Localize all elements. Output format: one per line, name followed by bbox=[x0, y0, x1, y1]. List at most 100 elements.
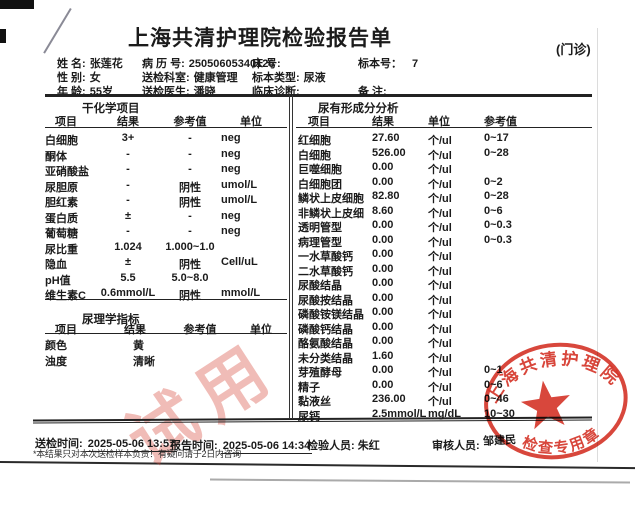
table-cell: 酮体 bbox=[45, 150, 67, 163]
table-divider-2 bbox=[292, 95, 294, 419]
table-row: 尿胆原 - 阴性 umol/L bbox=[45, 179, 287, 195]
tester-label: 检验人员: bbox=[307, 440, 355, 452]
table-cell: umol/L bbox=[221, 178, 258, 191]
table-cell: 尿酸按结晶 bbox=[298, 294, 353, 307]
table-row: 巨噬细胞 0.00 个/ul bbox=[298, 161, 590, 176]
urinology-header-rule bbox=[45, 333, 287, 334]
table-cell: 236.00 bbox=[372, 393, 406, 405]
table-cell: neg bbox=[221, 209, 241, 222]
table-cell: mg/dL bbox=[428, 407, 461, 420]
send-time-value: 2025-05-06 13:57 bbox=[85, 438, 178, 452]
stamp-border bbox=[484, 342, 628, 460]
table-cell bbox=[484, 277, 550, 292]
table-row: 红细胞 27.60 个/ul 0~17 bbox=[298, 132, 590, 147]
scan-crease-line bbox=[43, 8, 72, 54]
table-cell: 0.00 bbox=[372, 175, 394, 188]
table-cell: 0.00 bbox=[372, 378, 394, 391]
table-cell: 精子 bbox=[298, 381, 320, 394]
table-cell: - bbox=[188, 147, 192, 160]
table-cell: 个/ul bbox=[428, 178, 452, 191]
table-cell: - bbox=[188, 225, 192, 237]
col-header-reference: 参考值 bbox=[484, 116, 517, 128]
bed-no-label: 床 号: bbox=[252, 58, 281, 70]
table-cell: 0~28 bbox=[484, 146, 509, 159]
table-cell: pH值 bbox=[45, 274, 71, 287]
col-header-unit: 单位 bbox=[250, 324, 272, 336]
right-table-header-rule bbox=[296, 127, 592, 128]
reviewer-label-wrap: 审核人员: bbox=[432, 437, 480, 453]
table-cell: 个/ul bbox=[428, 323, 452, 336]
table-cell: 0.00 bbox=[372, 306, 394, 318]
patient-name-value: 张莲花 bbox=[89, 58, 123, 70]
table-cell: 个/ul bbox=[428, 222, 452, 234]
patient-gender-label: 性 别: bbox=[57, 72, 86, 84]
table-cell: 0~0.3 bbox=[484, 219, 512, 231]
table-cell: 黏液丝 bbox=[298, 396, 331, 408]
table-cell: 个/ul bbox=[428, 396, 452, 408]
reviewer-label: 审核人员: bbox=[432, 440, 480, 452]
table-cell: 尿比重 bbox=[45, 243, 78, 256]
table-cell: 个/ul bbox=[428, 135, 452, 147]
table-cell: 个/ul bbox=[428, 164, 452, 176]
table-cell: umol/L bbox=[221, 194, 258, 206]
table-row: pH值 5.5 5.0~8.0 bbox=[45, 272, 287, 288]
table-divider-1 bbox=[288, 95, 290, 419]
urinology-rows: 颜色 黄浊度 清晰 bbox=[45, 337, 287, 368]
sample-type-label: 标本类型: bbox=[252, 72, 300, 84]
table-cell bbox=[484, 263, 550, 278]
table-cell bbox=[263, 337, 287, 353]
table-cell bbox=[198, 353, 263, 369]
table-cell: 3+ bbox=[121, 132, 135, 144]
table-cell: 0.00 bbox=[372, 364, 394, 376]
table-cell: 红细胞 bbox=[298, 135, 331, 147]
table-row: 白细胞团 0.00 个/ul 0~2 bbox=[298, 176, 590, 191]
table-cell: 0.00 bbox=[372, 233, 394, 246]
table-cell bbox=[263, 353, 287, 369]
table-cell: 个/ul bbox=[428, 236, 452, 249]
table-row: 亚硝酸盐 - - neg bbox=[45, 163, 287, 179]
table-row: 浊度 清晰 bbox=[45, 353, 287, 369]
table-row: 尿酸按结晶 0.00 个/ul bbox=[298, 292, 590, 307]
table-cell: 1.000~1.0 bbox=[165, 240, 215, 253]
table-row: 鳞状上皮细胞 82.80 个/ul 0~28 bbox=[298, 190, 590, 205]
table-row: 隐血 ± 阴性 Cell/uL bbox=[45, 256, 287, 272]
table-cell: - bbox=[188, 163, 192, 175]
table-cell: 黄 bbox=[133, 340, 144, 352]
col-header-result: 结果 bbox=[117, 116, 139, 128]
table-row: 透明管型 0.00 个/ul 0~0.3 bbox=[298, 219, 590, 234]
report-time-label: 报告时间: bbox=[170, 440, 218, 452]
patient-age: 年 龄: 55岁 bbox=[57, 83, 113, 99]
table-cell: 0~0.3 bbox=[484, 233, 512, 246]
table-cell bbox=[484, 292, 550, 307]
table-row: 白细胞 3+ - neg bbox=[45, 132, 287, 148]
remark: 备 注: bbox=[358, 83, 391, 99]
patient-name-label: 姓 名: bbox=[57, 58, 86, 70]
left-table-header: 项目 结果 参考值 单位 bbox=[45, 113, 287, 129]
formed-elements-rows: 红细胞 27.60 个/ul 0~17 白细胞 526.00 个/ul 0~28 巨噬细胞 0.0… bbox=[298, 132, 590, 422]
table-cell bbox=[484, 248, 550, 263]
patient-gender-value: 女 bbox=[89, 72, 101, 84]
table-cell: 0.00 bbox=[372, 291, 394, 304]
table-cell: 个/ul bbox=[428, 352, 452, 365]
scan-edge-mark bbox=[0, 0, 34, 9]
table-cell: - bbox=[188, 132, 192, 144]
table-cell: 5.5 bbox=[120, 271, 136, 284]
left-table-header-rule bbox=[45, 127, 287, 128]
col-header-unit: 单位 bbox=[240, 116, 262, 128]
table-cell: 82.80 bbox=[372, 190, 400, 202]
table-cell: 个/ul bbox=[428, 149, 452, 162]
table-cell: 二水草酸钙 bbox=[298, 265, 353, 278]
send-dept-label: 送检科室: bbox=[142, 72, 190, 84]
table-cell: 0.00 bbox=[372, 277, 394, 289]
table-cell bbox=[484, 306, 550, 321]
table-cell: - bbox=[188, 209, 192, 222]
scan-edge-mark bbox=[0, 29, 6, 43]
page-bottom-shadow bbox=[209, 478, 631, 483]
right-table-header: 项目 结果 单位 参考值 bbox=[298, 113, 590, 129]
table-cell: 清晰 bbox=[133, 355, 155, 368]
table-cell: 阴性 bbox=[179, 197, 201, 209]
table-cell: neg bbox=[221, 147, 241, 160]
stamp-star-icon bbox=[520, 380, 570, 430]
table-cell: 尿胆原 bbox=[45, 181, 78, 194]
col-header-item: 项目 bbox=[55, 324, 77, 336]
